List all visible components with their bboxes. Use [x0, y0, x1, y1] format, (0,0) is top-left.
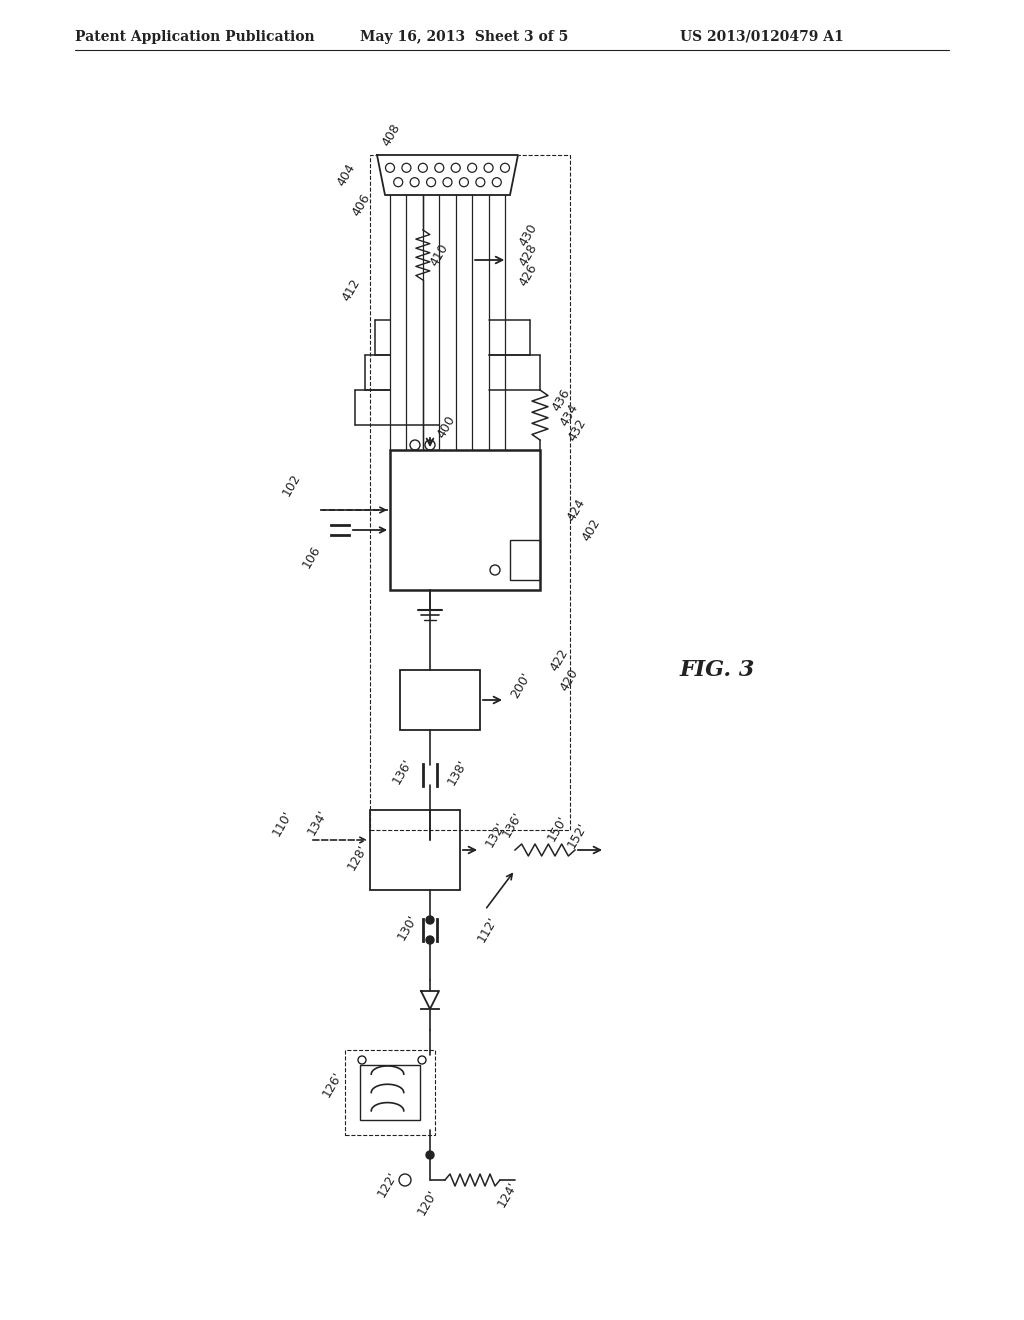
Bar — [385, 154, 510, 195]
Text: 424: 424 — [565, 496, 588, 524]
Bar — [390, 450, 540, 590]
Text: 150': 150' — [545, 813, 570, 843]
Text: 422: 422 — [548, 647, 571, 673]
Text: 110': 110' — [270, 808, 295, 838]
Text: 432: 432 — [566, 417, 589, 444]
Text: 200': 200' — [508, 669, 532, 700]
Text: 120': 120' — [415, 1187, 440, 1217]
Polygon shape — [377, 154, 518, 195]
Text: 404: 404 — [335, 161, 358, 189]
Text: 126': 126' — [319, 1071, 345, 1100]
Text: 152': 152' — [565, 820, 590, 850]
Text: 436: 436 — [550, 387, 573, 413]
Text: 134': 134' — [305, 808, 330, 838]
Text: 412: 412 — [340, 276, 364, 304]
Text: 102: 102 — [280, 471, 303, 499]
Text: 136': 136' — [500, 810, 525, 840]
Bar — [345, 1049, 435, 1135]
Text: Patent Application Publication: Patent Application Publication — [75, 30, 314, 44]
Circle shape — [426, 936, 434, 944]
Text: FIG. 3: FIG. 3 — [680, 659, 756, 681]
Text: 106: 106 — [300, 544, 324, 570]
Text: 402: 402 — [580, 516, 603, 544]
Text: 434: 434 — [558, 401, 581, 429]
Bar — [370, 154, 570, 830]
Bar — [400, 671, 480, 730]
Text: 428: 428 — [517, 242, 541, 268]
Bar — [510, 540, 540, 579]
Text: 128': 128' — [345, 842, 370, 873]
Text: 138': 138' — [445, 756, 470, 787]
Text: May 16, 2013  Sheet 3 of 5: May 16, 2013 Sheet 3 of 5 — [360, 30, 568, 44]
Text: 136': 136' — [390, 756, 415, 787]
Text: 122': 122' — [375, 1170, 399, 1200]
Text: 132': 132' — [483, 820, 508, 850]
Text: 430: 430 — [517, 222, 541, 248]
Bar — [360, 1065, 420, 1119]
Text: 406: 406 — [350, 191, 373, 219]
Text: 408: 408 — [380, 121, 403, 149]
Text: 426: 426 — [517, 261, 541, 289]
Circle shape — [426, 1151, 434, 1159]
Text: US 2013/0120479 A1: US 2013/0120479 A1 — [680, 30, 844, 44]
Circle shape — [426, 916, 434, 924]
Text: 400: 400 — [435, 413, 458, 441]
Text: 112': 112' — [475, 915, 500, 945]
Text: 124': 124' — [495, 1180, 520, 1210]
Text: 420: 420 — [558, 667, 582, 693]
Text: 410: 410 — [428, 242, 451, 268]
Text: 130': 130' — [395, 912, 420, 942]
Bar — [370, 810, 460, 890]
